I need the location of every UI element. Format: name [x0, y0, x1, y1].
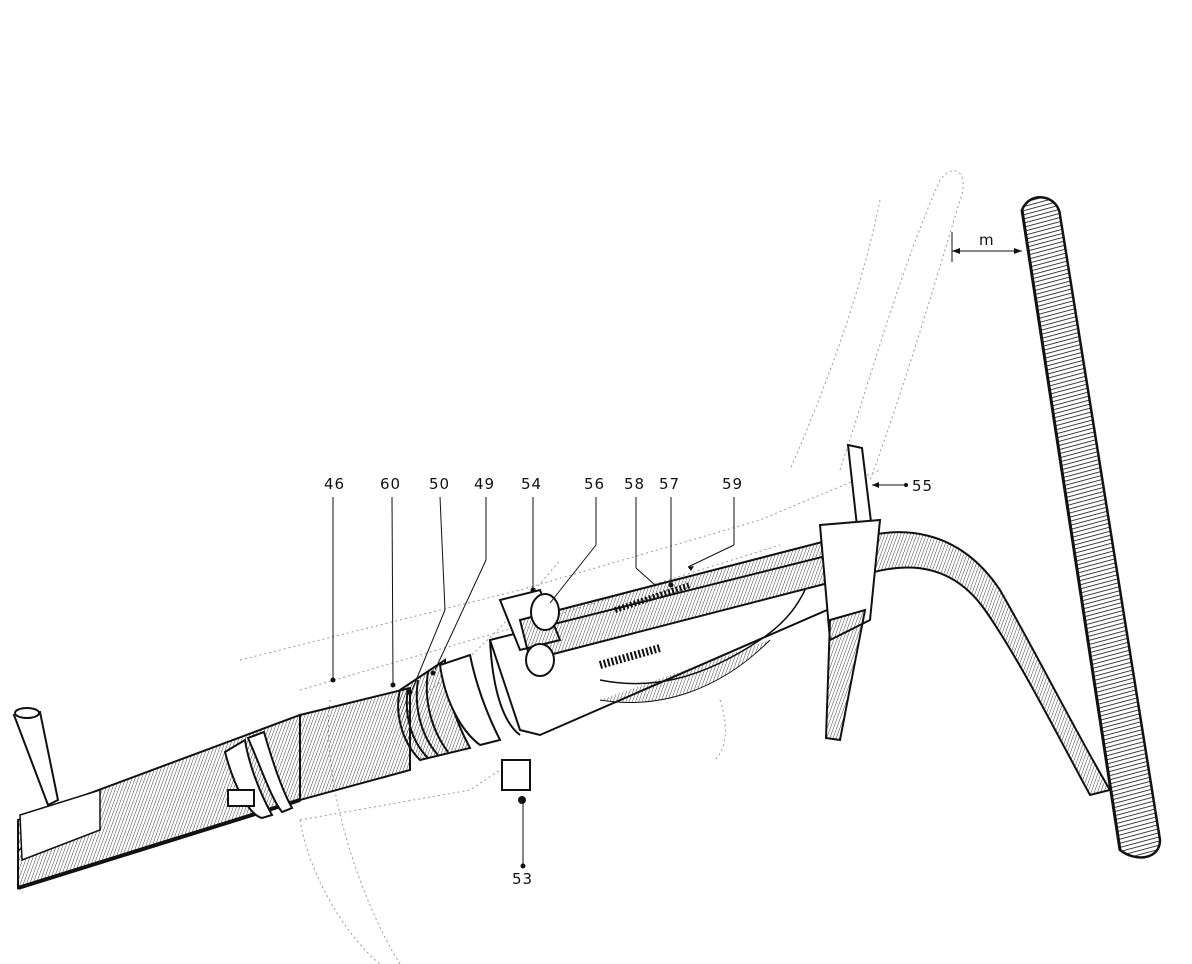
dimension-label: m — [979, 231, 995, 249]
callout-label: 46 — [324, 475, 345, 493]
steering-wheel — [1020, 196, 1162, 859]
callout-53: 53 — [512, 800, 533, 888]
steering-column-tube — [17, 686, 411, 890]
callout-label: 54 — [521, 475, 542, 493]
callout-50: 50 — [407, 475, 450, 695]
callout-label: 53 — [512, 870, 533, 888]
tilt-latch — [818, 443, 882, 742]
callout-55: 55 — [872, 477, 933, 495]
callout-label: 58 — [624, 475, 645, 493]
wheel-spoke — [838, 531, 1112, 797]
callout-58: 58 — [624, 475, 656, 586]
callout-60: 60 — [380, 475, 401, 688]
callout-label: 60 — [380, 475, 401, 493]
selector-lever — [12, 707, 101, 862]
callout-57: 57 — [659, 475, 680, 588]
callout-label: 50 — [429, 475, 450, 493]
callout-46: 46 — [324, 475, 345, 683]
callout-59: 59 — [687, 475, 743, 571]
callout-label: 56 — [584, 475, 605, 493]
pivot-nut — [501, 593, 560, 804]
clamp-band — [223, 730, 294, 820]
callout-49: 49 — [430, 475, 495, 676]
callout-label: 59 — [722, 475, 743, 493]
callout-label: 55 — [912, 477, 933, 495]
callout-label: 49 — [474, 475, 495, 493]
tension-spring — [598, 582, 691, 669]
rubber-boot — [397, 653, 502, 762]
callout-54: 54 — [521, 475, 542, 593]
dimension-m: m — [951, 231, 1022, 262]
callout-label: 57 — [659, 475, 680, 493]
callout-56: 56 — [549, 475, 605, 604]
